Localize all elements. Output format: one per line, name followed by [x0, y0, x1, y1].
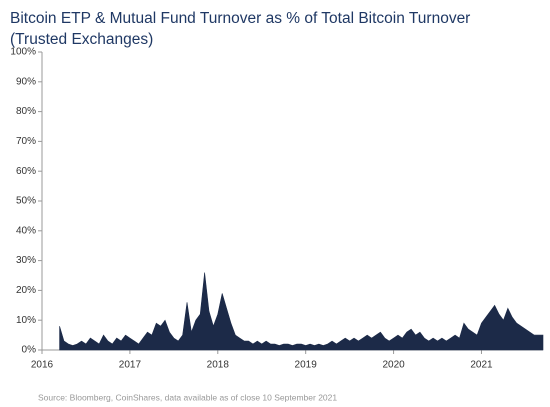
y-tick-label: 40% — [16, 225, 36, 236]
source-note: Source: Bloomberg, CoinShares, data avai… — [38, 392, 337, 402]
x-tick-label: 2020 — [382, 360, 405, 371]
y-tick-label: 50% — [16, 196, 36, 207]
y-tick-label: 10% — [16, 315, 36, 326]
x-tick-label: 2019 — [295, 360, 318, 371]
x-tick-label: 2017 — [119, 360, 142, 371]
area — [59, 272, 544, 351]
y-tick-label: 70% — [16, 136, 36, 147]
y-tick-label: 30% — [16, 255, 36, 266]
y-tick-label: 80% — [16, 106, 36, 117]
x-tick-label: 2016 — [31, 360, 54, 371]
y-tick-label: 60% — [16, 166, 36, 177]
y-tick-label: 90% — [16, 76, 36, 87]
chart-title: Bitcoin ETP & Mutual Fund Turnover as % … — [10, 10, 471, 48]
y-tick-label: 100% — [10, 47, 36, 58]
x-tick-label: 2018 — [207, 360, 230, 371]
x-tick-label: 2021 — [470, 360, 493, 371]
y-tick-label: 0% — [22, 345, 37, 356]
y-tick-label: 20% — [16, 285, 36, 296]
